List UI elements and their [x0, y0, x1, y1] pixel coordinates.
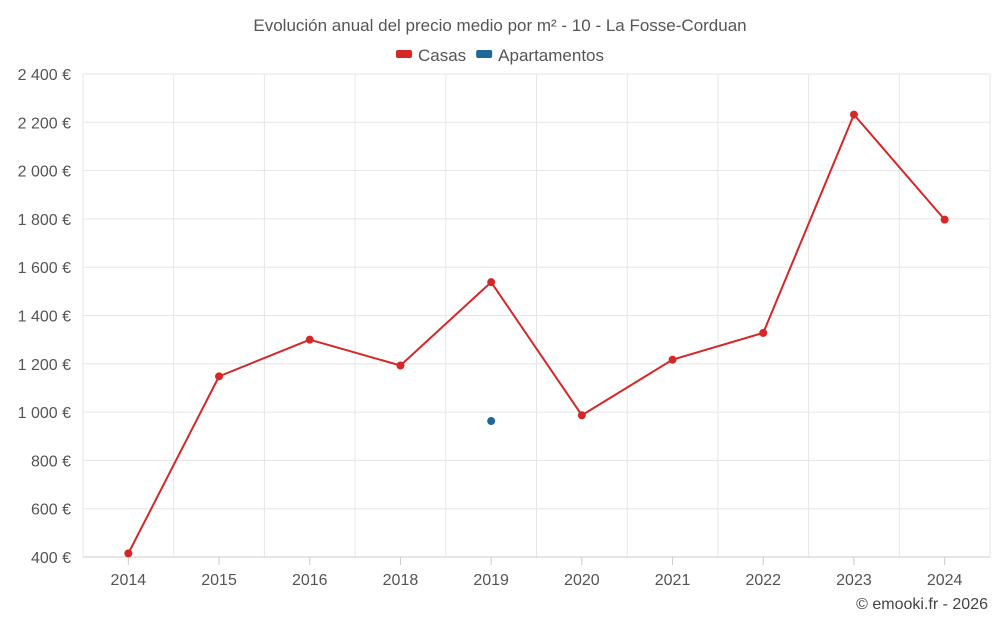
credit-text: © emooki.fr - 2026	[856, 596, 988, 613]
y-axis: 400 € 600 € 800 € 1 000 € 1 200 € 1 400 € 1 60…	[18, 67, 71, 567]
data-point-casas[interactable]	[215, 372, 224, 381]
data-point-casas[interactable]	[487, 278, 496, 287]
y-tick-label: 2 200 €	[18, 115, 71, 132]
y-tick-label: 1 600 €	[18, 260, 71, 277]
x-tick-label: 2020	[564, 572, 600, 589]
y-tick-label: 1 000 €	[18, 405, 71, 422]
y-tick-label: 400 €	[31, 550, 71, 567]
data-point-casas[interactable]	[940, 215, 949, 224]
y-tick-label: 2 000 €	[18, 164, 71, 181]
y-tick-label: 600 €	[31, 502, 71, 519]
legend-swatch	[476, 50, 493, 58]
legend: Casas Apartamentos	[395, 46, 604, 65]
y-tick-label: 1 800 €	[18, 212, 71, 229]
y-tick-label: 1 400 €	[18, 309, 71, 326]
grid	[82, 73, 991, 558]
data-point-casas[interactable]	[577, 411, 586, 420]
x-tick-label: 2016	[292, 572, 328, 589]
data-point-apartamentos[interactable]	[487, 417, 496, 426]
data-point-casas[interactable]	[396, 361, 405, 370]
legend-item-apartamentos[interactable]: Apartamentos	[476, 46, 604, 65]
x-tick-label: 2023	[836, 572, 872, 589]
legend-swatch	[395, 50, 412, 58]
data-point-casas[interactable]	[305, 335, 314, 344]
x-tick-label: 2021	[655, 572, 691, 589]
y-tick-label: 2 400 €	[18, 67, 71, 84]
legend-label: Apartamentos	[498, 46, 604, 65]
y-tick-label: 800 €	[31, 453, 71, 470]
legend-label: Casas	[418, 46, 466, 65]
x-tick-label: 2022	[745, 572, 781, 589]
x-tick-label: 2018	[383, 572, 419, 589]
chart-title: Evolución anual del precio medio por m² …	[253, 16, 746, 35]
x-axis: 2014 2015 2016 2018 2019 2020 2021 2022 2023 2024	[83, 556, 990, 589]
series-line-casas	[127, 112, 946, 554]
data-point-casas[interactable]	[849, 110, 858, 119]
data-point-casas[interactable]	[124, 549, 133, 558]
x-tick-label: 2019	[473, 572, 509, 589]
data-point-casas[interactable]	[668, 355, 677, 364]
x-tick-label: 2014	[111, 572, 147, 589]
series	[124, 110, 949, 558]
x-tick-label: 2024	[927, 572, 963, 589]
x-tick-label: 2015	[201, 572, 237, 589]
y-tick-label: 1 200 €	[18, 357, 71, 374]
legend-item-casas[interactable]: Casas	[395, 46, 466, 65]
data-point-casas[interactable]	[759, 328, 768, 337]
